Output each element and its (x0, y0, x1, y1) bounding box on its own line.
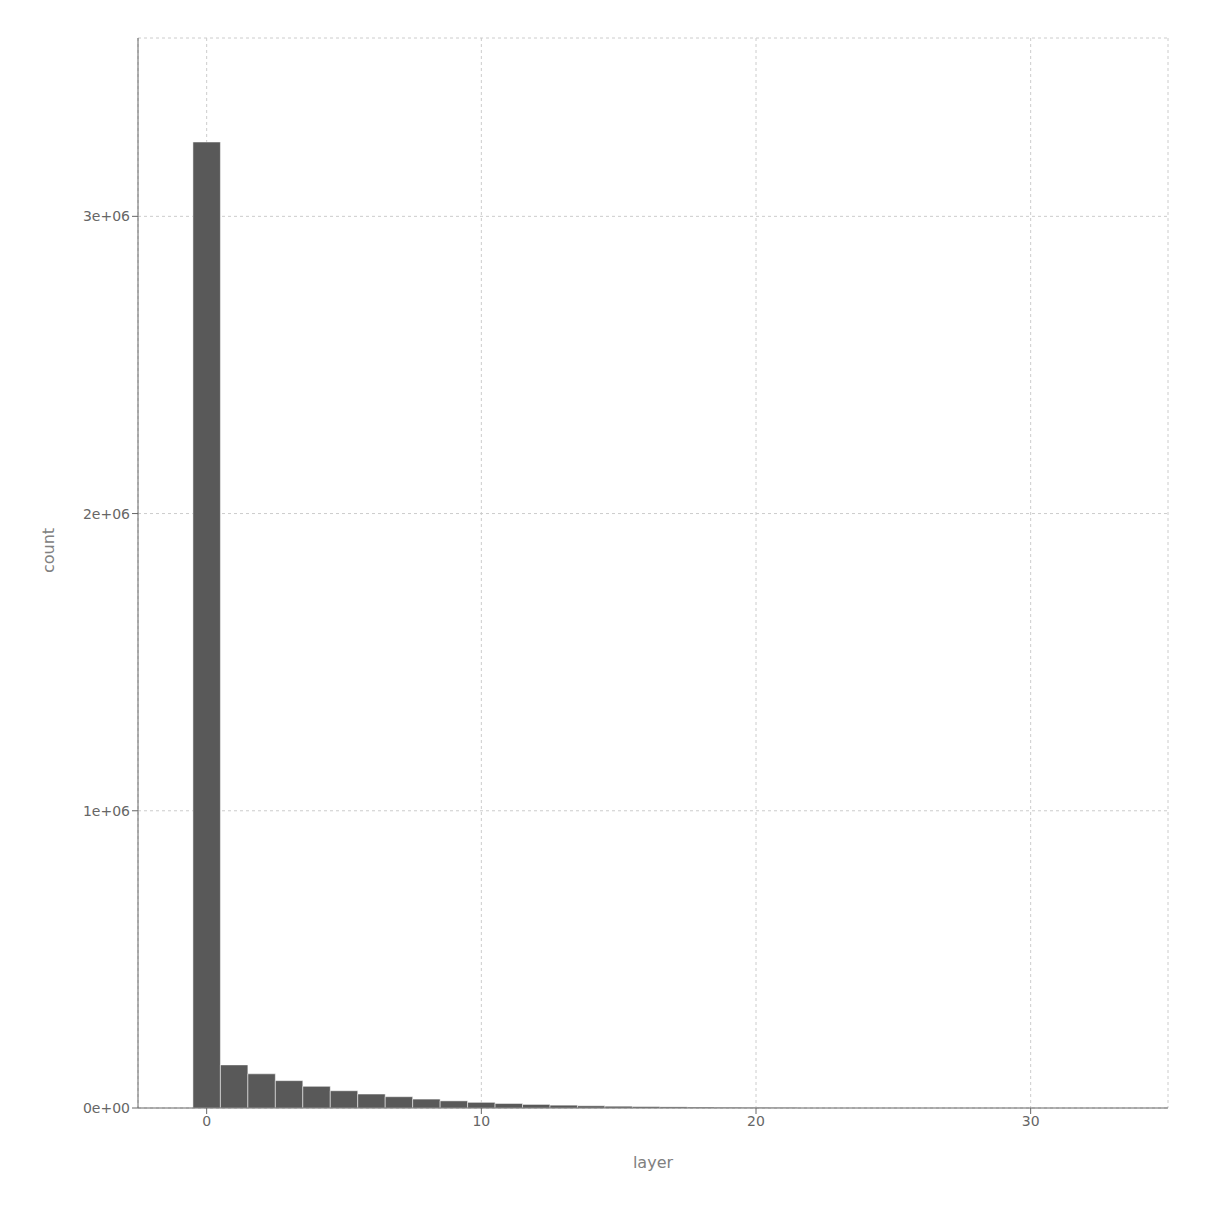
svg-text:2e+06: 2e+06 (83, 506, 130, 522)
svg-text:30: 30 (1022, 1113, 1040, 1129)
svg-text:10: 10 (472, 1113, 490, 1129)
svg-text:0e+00: 0e+00 (83, 1100, 130, 1116)
svg-text:count: count (39, 528, 58, 573)
svg-text:1e+06: 1e+06 (83, 803, 130, 819)
svg-text:3e+06: 3e+06 (83, 208, 130, 224)
svg-text:20: 20 (747, 1113, 765, 1129)
svg-text:layer: layer (633, 1153, 674, 1172)
svg-text:0: 0 (202, 1113, 211, 1129)
